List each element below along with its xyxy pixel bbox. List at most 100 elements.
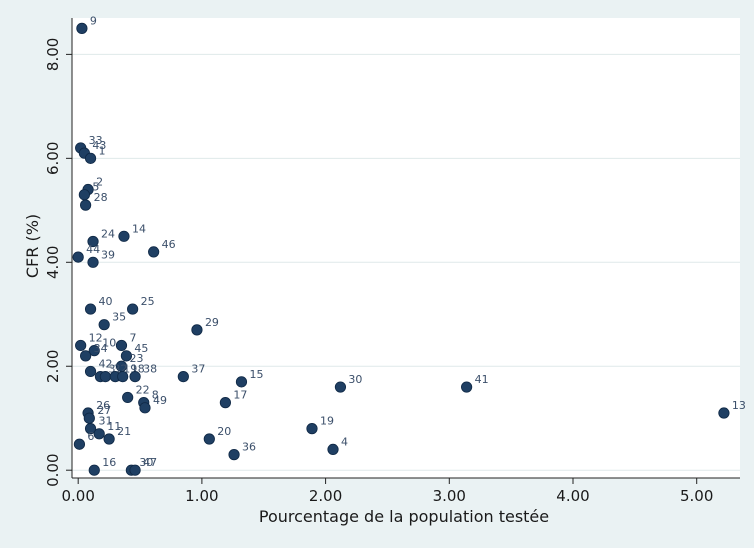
data-point-label: 12 [89, 331, 103, 344]
data-point [219, 397, 231, 409]
data-point-label: 14 [132, 222, 146, 235]
data-point [83, 412, 95, 424]
data-point-label: 10 [102, 337, 116, 350]
data-point-label: 36 [242, 441, 256, 454]
data-point-label: 25 [141, 295, 155, 308]
data-point-label: 27 [97, 404, 111, 417]
x-axis-title: Pourcentage de la population testée [259, 507, 549, 526]
data-point-label: 22 [136, 383, 150, 396]
data-point [203, 433, 215, 445]
data-point [120, 350, 133, 362]
gridlines [72, 53, 740, 471]
data-point-label: 49 [153, 394, 167, 407]
data-point-label: 7 [129, 331, 136, 344]
data-point-label: 40 [99, 295, 113, 308]
data-point-label: 4 [341, 435, 348, 448]
data-point [87, 235, 99, 248]
data-point-label: 5 [92, 181, 99, 194]
data-point-label: 41 [475, 373, 489, 386]
data-point-label: 23 [129, 352, 143, 365]
data-point-label: 37 [191, 363, 205, 376]
data-point-label: 2 [96, 176, 103, 189]
data-point-label: 24 [101, 228, 115, 241]
data-point [98, 319, 110, 331]
y-ticks: 0.00 2.00 4.00 6.00 8.00 [44, 38, 72, 487]
plot-background [72, 18, 740, 478]
data-point [88, 464, 100, 476]
data-point [118, 230, 130, 242]
data-point [75, 339, 87, 352]
data-point [84, 303, 97, 315]
data-point-label: 29 [205, 316, 219, 329]
y-tick-label: 2.00 [44, 350, 62, 383]
data-point [88, 345, 100, 357]
y-axis-title: CFR (%) [23, 214, 42, 278]
y-tick-label: 8.00 [44, 38, 62, 71]
data-point [115, 339, 128, 352]
data-point-label: 26 [96, 399, 110, 412]
data-point-label: 43 [92, 139, 106, 152]
x-tick-label: 1.00 [185, 487, 218, 505]
data-point-label: 17 [233, 389, 247, 402]
data-point-label: 6 [87, 430, 94, 443]
data-point-label: 34 [94, 342, 108, 355]
data-point [87, 256, 99, 268]
data-point-label: 3 [108, 363, 115, 376]
data-point-label: 33 [89, 134, 103, 147]
data-point [334, 381, 347, 393]
data-point [73, 438, 86, 450]
data-point-label: 35 [112, 311, 126, 324]
data-point [306, 423, 318, 435]
data-point-label: 47 [143, 456, 157, 469]
data-point [84, 423, 97, 435]
data-point [103, 433, 115, 445]
x-tick-label: 2.00 [309, 487, 342, 505]
data-point-label: 16 [102, 456, 116, 469]
data-point-label: 45 [134, 342, 148, 355]
axes [71, 18, 740, 479]
y-tick-label: 4.00 [44, 246, 62, 279]
data-point-label: 30 [348, 373, 362, 386]
data-point-label: 46 [162, 238, 176, 251]
data-point-label: 20 [217, 425, 231, 438]
data-point-label: 11 [107, 420, 121, 433]
data-point [177, 371, 189, 383]
data-point-label: 31 [99, 415, 113, 428]
data-point [228, 449, 240, 461]
x-tick-label: 4.00 [556, 487, 589, 505]
data-point-label: 19 [320, 415, 334, 428]
data-point-label: 9 [90, 14, 97, 27]
data-point-label: 13 [732, 399, 746, 412]
data-point [78, 189, 90, 201]
data-point [80, 199, 92, 211]
data-point-label: 30 [139, 456, 153, 469]
data-point [129, 371, 141, 383]
data-point [93, 428, 105, 440]
data-point-label: 15 [249, 368, 263, 381]
data-point [461, 381, 473, 393]
data-point [139, 402, 151, 414]
data-point-label: 8 [152, 389, 159, 402]
y-tick-label: 6.00 [44, 142, 62, 175]
data-point [80, 350, 92, 362]
data-point [84, 365, 97, 378]
data-point [84, 152, 97, 164]
y-tick-label: 0.00 [44, 454, 62, 487]
data-point [129, 464, 141, 476]
x-tick-label: 0.00 [61, 487, 94, 505]
data-point-label: 42 [99, 357, 113, 370]
data-point-label: 44 [86, 243, 100, 256]
data-point-label: 1 [99, 144, 106, 157]
data-point [117, 371, 129, 383]
data-point [72, 251, 84, 263]
data-point-label: 38 [143, 363, 157, 376]
x-ticks: 0.00 1.00 2.00 3.00 4.00 5.00 [61, 478, 713, 505]
data-point [99, 371, 112, 383]
data-point [127, 303, 139, 315]
data-point [235, 376, 248, 388]
data-point [122, 391, 134, 404]
data-point [718, 407, 730, 419]
data-point-label: 39 [101, 248, 115, 261]
